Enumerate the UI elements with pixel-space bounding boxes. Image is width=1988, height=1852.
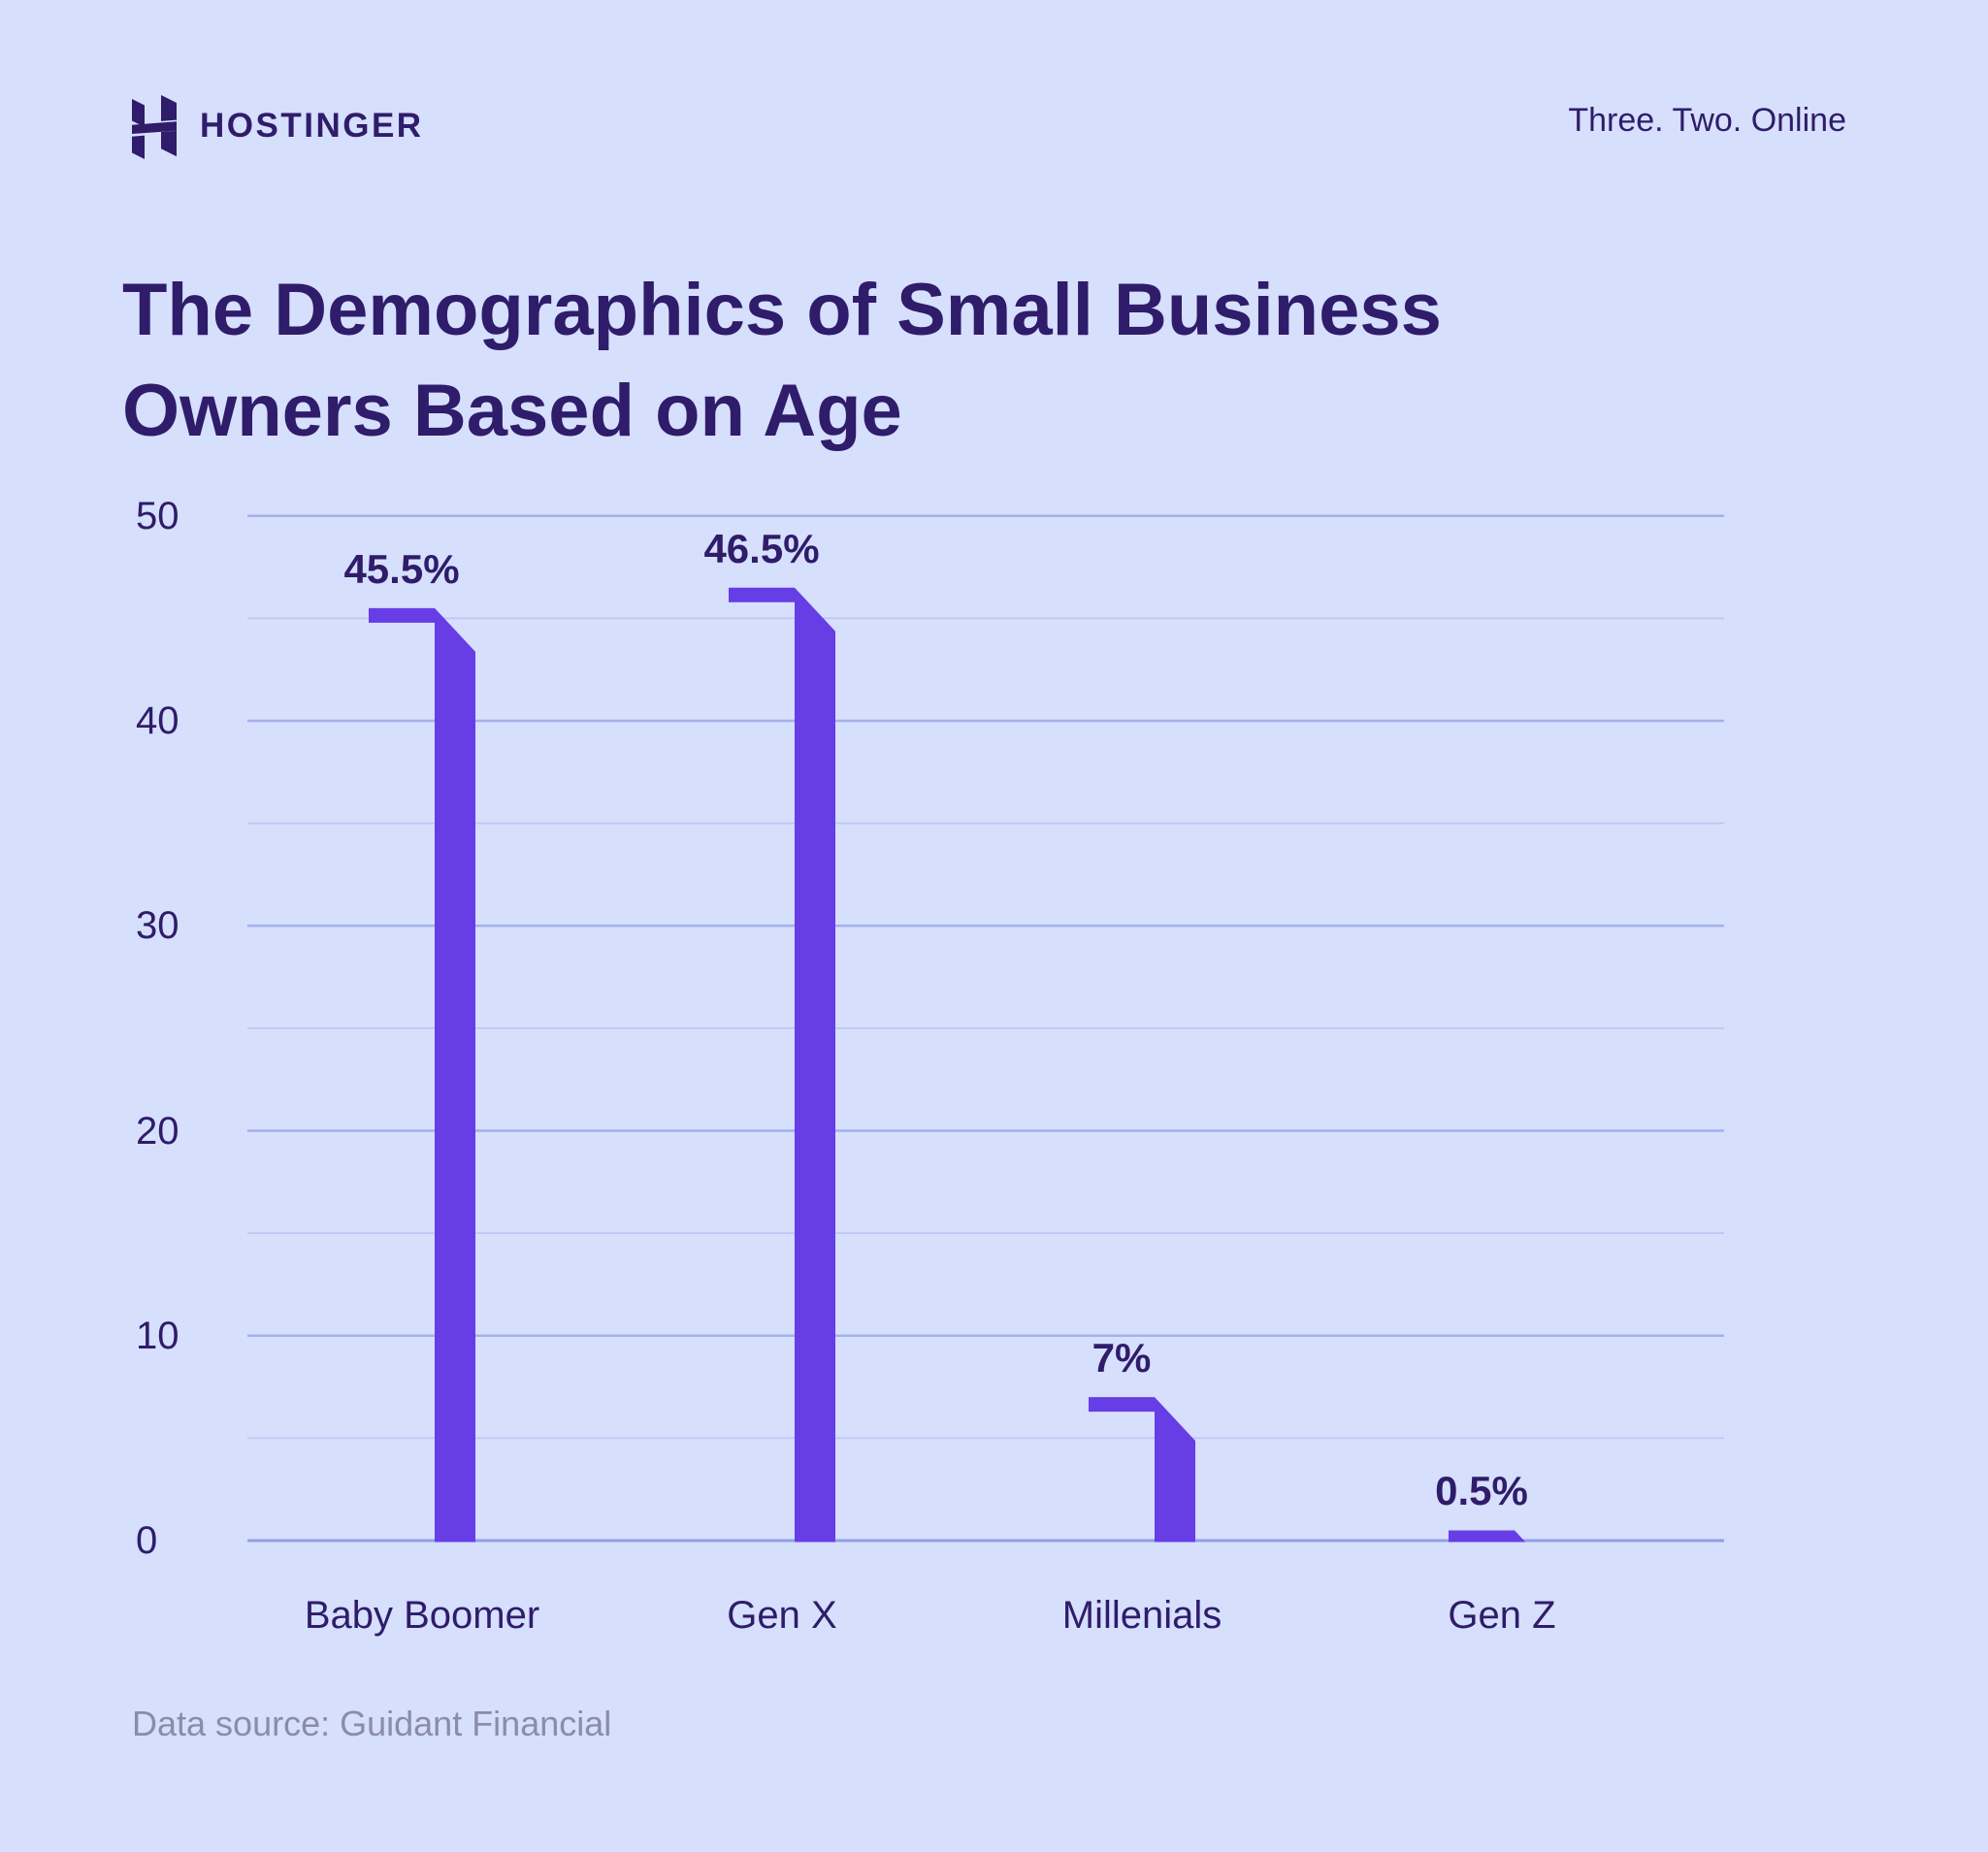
bar-gen-z [1449, 1530, 1526, 1543]
gridlines [247, 514, 1724, 1543]
hostinger-logo-icon [132, 95, 177, 159]
chart-title-line1: The Demographics of Small Business [122, 269, 1442, 351]
bar-baby-boomer [369, 607, 475, 1543]
brand-wordmark: HOSTINGER [200, 107, 424, 145]
header-tagline: Three. Two. Online [1568, 102, 1846, 139]
bars [369, 587, 1526, 1543]
brand: HOSTINGER [124, 93, 424, 159]
bar-millenials [1089, 1397, 1195, 1543]
bar-gen-x [729, 587, 835, 1543]
chart-title-line2: Owners Based on Age [122, 370, 902, 452]
chart-title: The Demographics of Small Business Owner… [122, 260, 1442, 462]
data-source-note: Data source: Guidant Financial [132, 1704, 612, 1743]
